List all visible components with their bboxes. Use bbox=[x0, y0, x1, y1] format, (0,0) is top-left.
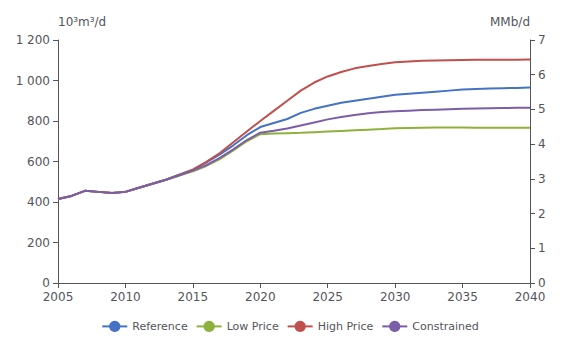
svg-text:4: 4 bbox=[538, 137, 546, 151]
svg-text:Low Price: Low Price bbox=[227, 320, 279, 333]
svg-text:400: 400 bbox=[27, 195, 50, 209]
svg-text:0: 0 bbox=[42, 276, 50, 290]
svg-text:2030: 2030 bbox=[380, 290, 411, 304]
svg-text:1: 1 bbox=[538, 241, 546, 255]
svg-text:6: 6 bbox=[538, 68, 546, 82]
svg-text:1 200: 1 200 bbox=[16, 33, 50, 47]
svg-text:2035: 2035 bbox=[447, 290, 478, 304]
svg-text:2025: 2025 bbox=[312, 290, 343, 304]
svg-text:MMb/d: MMb/d bbox=[490, 15, 530, 29]
svg-text:600: 600 bbox=[27, 155, 50, 169]
svg-text:High Price: High Price bbox=[318, 320, 374, 333]
svg-text:Constrained: Constrained bbox=[412, 320, 478, 333]
svg-text:10³m³/d: 10³m³/d bbox=[58, 15, 106, 29]
svg-text:800: 800 bbox=[27, 114, 50, 128]
svg-text:2010: 2010 bbox=[110, 290, 141, 304]
svg-text:200: 200 bbox=[27, 236, 50, 250]
svg-text:2: 2 bbox=[538, 207, 546, 221]
svg-text:5: 5 bbox=[538, 102, 546, 116]
svg-text:2015: 2015 bbox=[178, 290, 209, 304]
svg-text:2040: 2040 bbox=[515, 290, 546, 304]
svg-text:3: 3 bbox=[538, 172, 546, 186]
svg-text:7: 7 bbox=[538, 33, 546, 47]
svg-text:1 000: 1 000 bbox=[16, 74, 50, 88]
svg-text:Reference: Reference bbox=[132, 320, 188, 333]
svg-text:2020: 2020 bbox=[245, 290, 276, 304]
svg-text:0: 0 bbox=[538, 276, 546, 290]
svg-text:2005: 2005 bbox=[43, 290, 74, 304]
